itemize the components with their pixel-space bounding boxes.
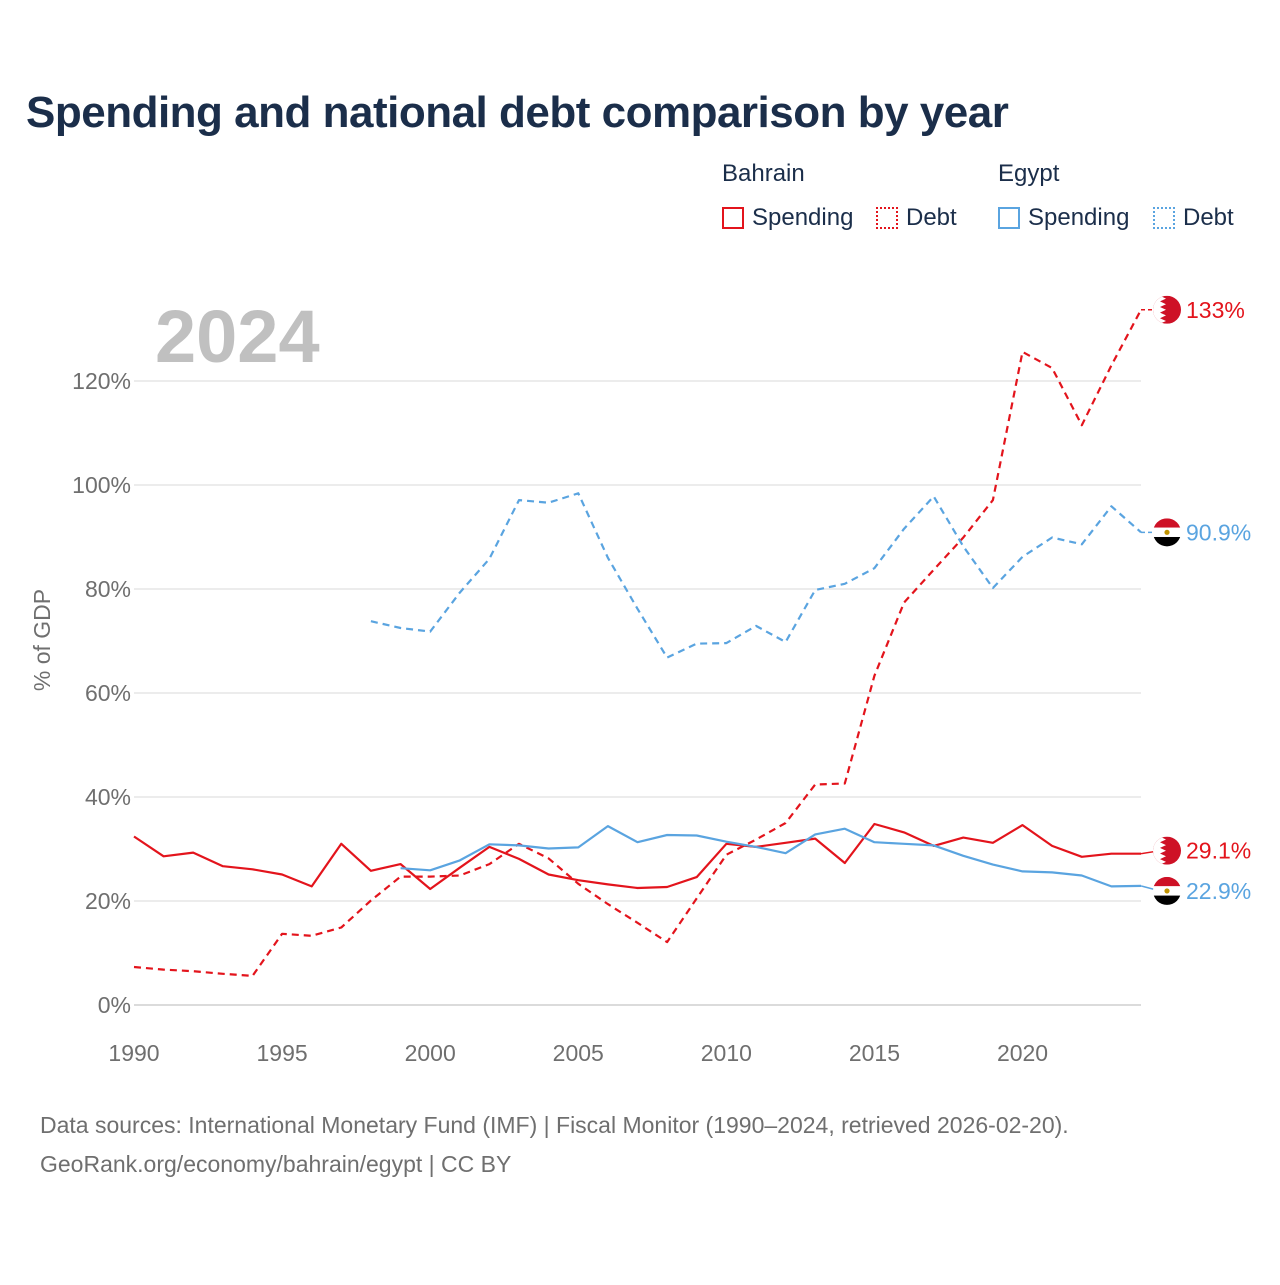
legend-swatch-dotted-icon	[876, 207, 898, 229]
legend-swatch-dotted-icon	[1153, 207, 1175, 229]
chart-title: Spending and national debt comparison by…	[26, 88, 1009, 137]
source-note: Data sources: International Monetary Fun…	[40, 1106, 1069, 1184]
y-tick-label: 20%	[85, 888, 131, 914]
end-value-label: 22.9%	[1186, 878, 1251, 904]
legend-swatch-solid-icon	[998, 207, 1020, 229]
x-tick-label: 1990	[108, 1040, 159, 1066]
x-tick-label: 2015	[849, 1040, 900, 1066]
legend-item-egypt-spending[interactable]: Spending	[998, 204, 1129, 232]
bahrain-debt-line[interactable]	[133, 309, 1142, 978]
bahrain-flag-icon	[1153, 836, 1181, 865]
legend-item-egypt-debt[interactable]: Debt	[1153, 204, 1234, 232]
x-tick-label: 1995	[257, 1040, 308, 1066]
legend-label: Spending	[752, 204, 854, 231]
legend: Bahrain Spending Debt Egypt Spending Deb…	[722, 160, 1262, 240]
x-tick-label: 2005	[553, 1040, 604, 1066]
end-value-label: 90.9%	[1186, 519, 1251, 545]
source-line-1: Data sources: International Monetary Fun…	[40, 1112, 1069, 1138]
x-tick-label: 2020	[997, 1040, 1048, 1066]
end-value-label: 133%	[1186, 297, 1245, 323]
legend-group-egypt: Egypt	[998, 160, 1060, 187]
legend-label: Debt	[1183, 204, 1234, 231]
legend-item-bahrain-spending[interactable]: Spending	[722, 204, 853, 232]
legend-swatch-solid-icon	[722, 207, 744, 229]
x-tick-label: 2010	[701, 1040, 752, 1066]
egypt-flag-icon	[1153, 876, 1181, 905]
y-tick-label: 0%	[98, 992, 131, 1018]
legend-label: Debt	[906, 204, 957, 231]
legend-label: Spending	[1028, 204, 1130, 231]
y-tick-label: 80%	[85, 576, 131, 602]
egypt-flag-icon	[1153, 518, 1181, 547]
y-tick-label: 100%	[72, 472, 131, 498]
end-value-label: 29.1%	[1186, 838, 1251, 864]
y-axis-label: % of GDP	[29, 589, 55, 691]
source-line-2[interactable]: GeoRank.org/economy/bahrain/egypt | CC B…	[40, 1151, 512, 1177]
legend-item-bahrain-debt[interactable]: Debt	[876, 204, 957, 232]
y-tick-label: 60%	[85, 680, 131, 706]
year-label: 2024	[155, 295, 320, 378]
bahrain-flag-icon	[1153, 295, 1181, 324]
y-tick-label: 40%	[85, 784, 131, 810]
y-tick-label: 120%	[72, 368, 131, 394]
legend-group-bahrain: Bahrain	[722, 160, 805, 187]
bahrain-spending-line[interactable]	[133, 822, 1141, 891]
egypt-debt-line[interactable]	[370, 492, 1142, 659]
egypt-spending-line[interactable]	[400, 824, 1142, 888]
x-tick-label: 2000	[405, 1040, 456, 1066]
